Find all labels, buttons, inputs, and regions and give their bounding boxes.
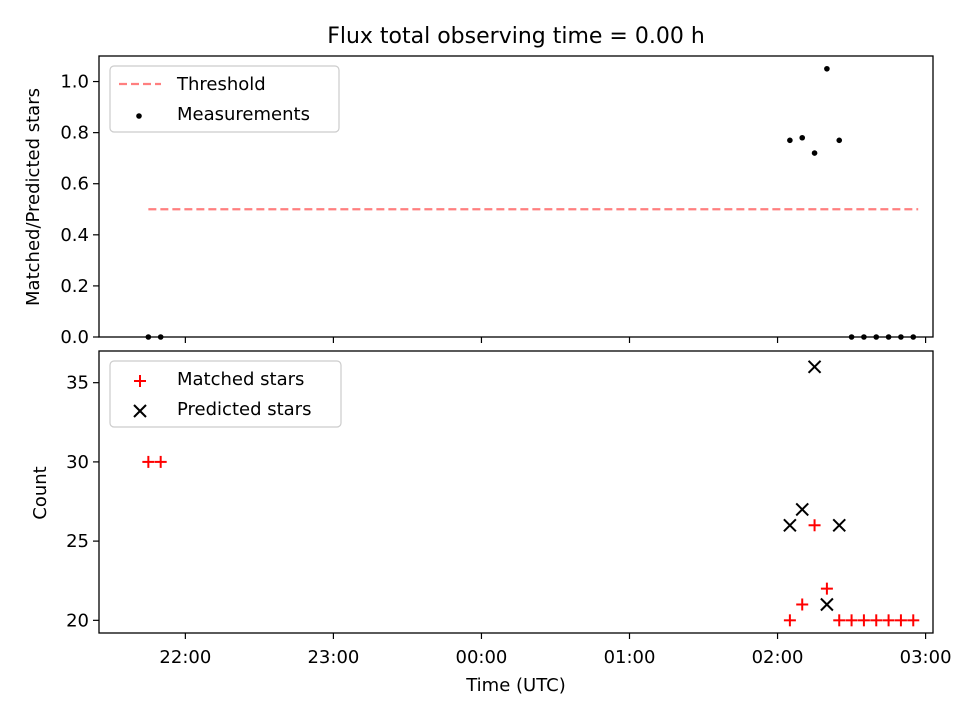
predicted-star-point <box>795 502 809 517</box>
matched-star-point <box>870 614 883 627</box>
measurement-point <box>824 65 830 72</box>
legend-measurements-swatch <box>136 113 142 119</box>
matched-star-point <box>845 614 858 627</box>
top-y-axis-label: Matched/Predicted stars <box>23 88 44 306</box>
predicted-star-point <box>783 518 797 532</box>
x-tick-label: 01:00 <box>604 647 656 668</box>
measurement-point <box>799 134 806 141</box>
top-y-tick-label: 0.8 <box>60 123 89 144</box>
predicted-star-point <box>820 597 834 612</box>
matched-star-point <box>833 614 846 627</box>
legend-measurements-label: Measurements <box>177 104 310 125</box>
matched-star-point <box>142 455 155 468</box>
bottom-y-axis-label: Count <box>30 466 51 519</box>
x-tick-label: 23:00 <box>307 647 359 668</box>
x-tick-label: 22:00 <box>159 647 211 668</box>
x-tick-label: 00:00 <box>456 647 508 668</box>
top-y-tick-label: 0.4 <box>60 225 89 246</box>
bottom-legend: Matched stars Predicted stars <box>109 360 342 428</box>
top-legend: Threshold Measurements <box>109 65 340 133</box>
legend-matched-swatch <box>134 375 146 387</box>
legend-threshold-label: Threshold <box>176 74 266 95</box>
bottom-y-tick-label: 35 <box>66 373 89 394</box>
predicted-star-point <box>832 518 846 532</box>
legend-matched-label: Matched stars <box>177 369 304 390</box>
measurement-point <box>787 137 793 144</box>
matched-star-point <box>894 614 907 627</box>
matched-star-point <box>882 614 895 627</box>
top-y-tick-label: 0.6 <box>60 174 89 195</box>
matched-star-point <box>796 598 809 611</box>
top-y-tick-label: 0.0 <box>60 327 89 348</box>
top-y-tick-label: 1.0 <box>60 72 89 93</box>
bottom-y-tick-label: 25 <box>66 531 89 552</box>
legend-predicted-label: Predicted stars <box>177 399 311 420</box>
x-tick-label: 02:00 <box>752 647 804 668</box>
bottom-legend-box <box>109 360 342 428</box>
matched-star-point <box>808 519 821 532</box>
top-plot-frame <box>98 55 934 338</box>
matched-star-point <box>820 582 833 595</box>
x-axis-label: Time (UTC) <box>465 675 566 696</box>
matched-star-point <box>154 455 167 468</box>
x-tick-label: 03:00 <box>900 647 952 668</box>
matched-star-point <box>783 614 796 627</box>
measurement-point <box>836 137 843 144</box>
bottom-y-tick-label: 30 <box>66 452 89 473</box>
bottom-y-tick-label: 20 <box>66 610 89 631</box>
top-y-tick-label: 0.2 <box>60 276 89 297</box>
matched-star-point <box>857 614 870 627</box>
top-legend-box <box>109 65 340 133</box>
measurement-point <box>811 150 818 156</box>
matched-star-point <box>907 614 920 627</box>
legend-predicted-swatch <box>133 404 147 418</box>
bottom-plot-frame <box>98 350 934 634</box>
chart-title: Flux total observing time = 0.00 h <box>327 24 705 49</box>
predicted-star-point <box>807 360 822 374</box>
